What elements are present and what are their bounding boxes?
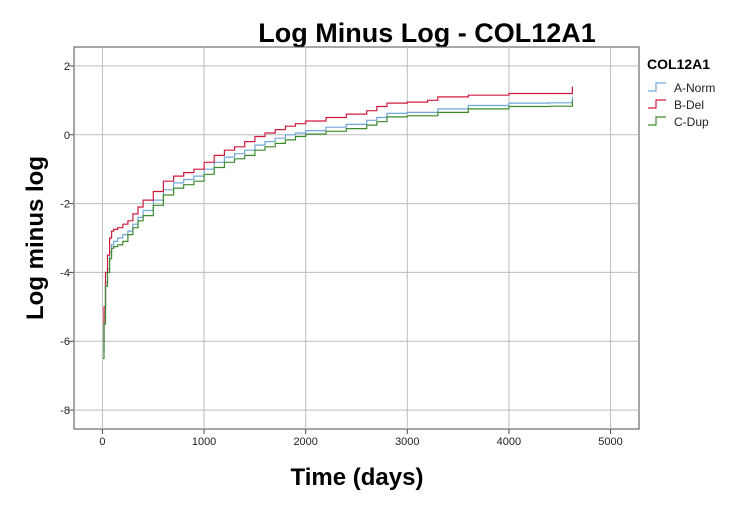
legend-label: B-Del [674,98,704,112]
legend: COL12A1 A-Norm B-Del C-Dup [647,56,715,129]
legend-swatch [648,99,666,109]
y-axis-label: Log minus log [22,156,49,320]
x-tick-label: 5000 [598,436,622,448]
series-line-b-del [103,86,573,342]
legend-swatch [648,116,666,126]
x-tick-label: 2000 [293,436,317,448]
grid-lines [74,47,639,429]
legend-items: A-Norm B-Del C-Dup [648,81,715,129]
y-tick-label: -2 [60,199,70,211]
series-lines [103,86,573,360]
x-tick-label: 3000 [395,436,419,448]
x-tick-label: 1000 [192,436,216,448]
axis-ticks: 0 1000 2000 3000 4000 5000 2 0 -2 -4 -6 -8 [60,61,623,448]
legend-label: C-Dup [674,115,709,129]
series-line-a-norm [103,96,573,353]
y-tick-label: 0 [64,130,70,142]
x-tick-label: 0 [99,436,105,448]
legend-title: COL12A1 [647,56,710,72]
legend-label: A-Norm [674,81,715,95]
x-axis-label: Time (days) [291,464,424,491]
y-tick-label: -6 [60,336,70,348]
series-line-c-dup [103,100,573,360]
y-tick-label: 2 [64,61,70,73]
plot-area [73,46,640,430]
y-tick-label: -8 [60,405,70,417]
legend-item: B-Del [648,98,704,112]
legend-item: A-Norm [648,81,715,95]
y-tick-label: -4 [60,267,70,279]
legend-swatch [648,82,666,92]
chart-title: Log Minus Log - COL12A1 [258,18,596,48]
x-tick-label: 4000 [497,436,521,448]
legend-item: C-Dup [648,115,709,129]
